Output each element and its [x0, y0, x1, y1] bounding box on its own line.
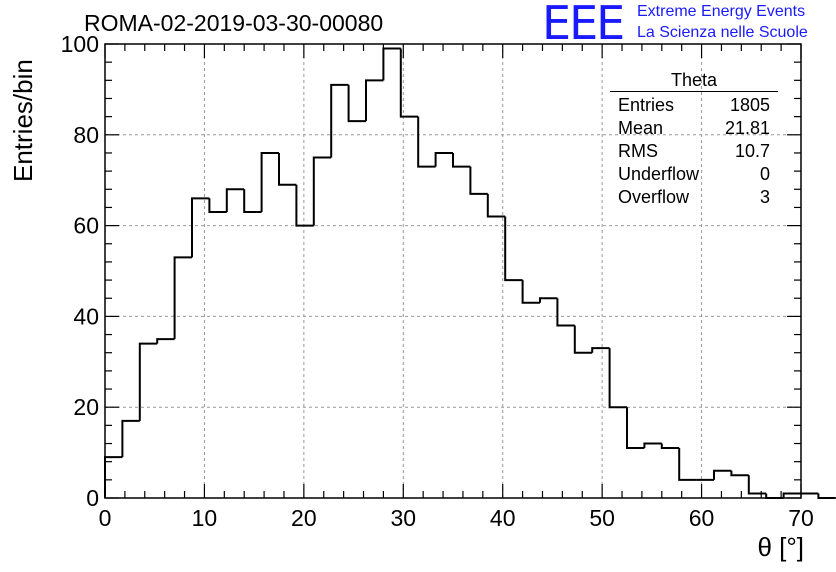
- y-axis-label: Entries/bin: [8, 59, 38, 182]
- histogram-bin: [626, 407, 645, 450]
- stats-label: Underflow: [618, 164, 700, 184]
- x-tick-label: 60: [689, 505, 715, 531]
- x-tick-label: 20: [291, 505, 317, 531]
- histogram-bin: [504, 216, 523, 282]
- histogram-bin: [330, 83, 349, 158]
- y-tick-label: 0: [86, 485, 99, 511]
- histogram-bin: [660, 443, 680, 450]
- histogram-bin: [173, 256, 192, 340]
- histogram-bin: [243, 189, 262, 213]
- y-tick-label: 80: [73, 122, 99, 148]
- histogram-bin: [556, 298, 575, 327]
- histogram-bin: [208, 198, 227, 213]
- histogram-bin: [521, 280, 540, 304]
- histogram-bin: [382, 47, 401, 81]
- logo-subtitle-1: Extreme Energy Events: [637, 3, 806, 20]
- stats-row: Mean 21.81: [610, 117, 778, 140]
- stats-value: 0: [759, 164, 770, 184]
- x-tick-label: 40: [490, 505, 516, 531]
- eee-logo: EEE: [542, 0, 625, 50]
- stats-row: Entries 1805: [610, 94, 778, 117]
- histogram-bin: [278, 152, 297, 186]
- histogram-bin: [782, 492, 801, 498]
- x-tick-label: 10: [192, 505, 218, 531]
- stats-value: 1805: [729, 95, 770, 115]
- histogram-bin: [156, 338, 175, 344]
- stats-value: 10.7: [734, 141, 770, 161]
- histogram-bin: [747, 475, 767, 495]
- histogram-bin: [486, 193, 506, 218]
- x-axis-label: θ [°]: [757, 532, 804, 562]
- histogram-bin: [295, 184, 314, 227]
- x-tick-label: 30: [390, 505, 416, 531]
- x-tick-label: 50: [589, 505, 615, 531]
- stats-label: RMS: [618, 141, 658, 161]
- histogram-bin: [591, 347, 610, 353]
- stats-label: Entries: [618, 95, 675, 115]
- x-tick-label: 0: [99, 505, 112, 531]
- histogram-bin: [121, 419, 140, 458]
- histogram-bin: [225, 188, 245, 212]
- histogram-bin: [138, 342, 158, 421]
- x-tick-label: 70: [788, 505, 814, 531]
- histogram-bin: [643, 442, 662, 449]
- histogram-bin: [399, 48, 419, 118]
- histogram-bin: [817, 493, 836, 499]
- histogram-bin: [104, 456, 123, 498]
- histogram-bin: [539, 297, 558, 303]
- stats-label: Overflow: [618, 187, 690, 207]
- histogram-bin: [608, 348, 627, 409]
- stats-title: Theta: [610, 70, 778, 92]
- y-tick-label: 20: [73, 394, 99, 420]
- stats-box: Theta Entries 1805 Mean 21.81 RMS 10.7 U…: [610, 70, 778, 209]
- histogram-bin: [713, 469, 732, 480]
- y-tick-label: 60: [73, 213, 99, 239]
- histogram-bin: [191, 197, 210, 258]
- y-tick-label: 40: [73, 303, 99, 329]
- stats-value: 21.81: [724, 118, 770, 138]
- stats-row: Overflow 3: [610, 186, 778, 209]
- histogram-bin: [678, 448, 697, 481]
- histogram-bin: [365, 79, 384, 122]
- stats-row: RMS 10.7: [610, 140, 778, 163]
- histogram-bin: [573, 325, 593, 354]
- histogram-bin: [260, 151, 279, 212]
- chart-title: ROMA-02-2019-03-30-00080: [84, 10, 384, 36]
- logo-subtitle-2: La Scienza nelle Scuole: [637, 24, 808, 41]
- histogram-bin: [730, 470, 749, 477]
- stats-label: Mean: [618, 118, 664, 138]
- plot-frame: [104, 43, 802, 499]
- y-tick-label: 100: [61, 31, 99, 57]
- stats-row: Underflow 0: [610, 163, 778, 186]
- histogram-bin: [469, 166, 488, 195]
- histogram-bin: [347, 84, 366, 123]
- histogram-bin: [312, 156, 332, 226]
- stats-value: 3: [759, 187, 770, 207]
- histogram-bin: [417, 116, 436, 168]
- histogram-bin: [434, 151, 453, 167]
- histogram-bin: [452, 152, 471, 168]
